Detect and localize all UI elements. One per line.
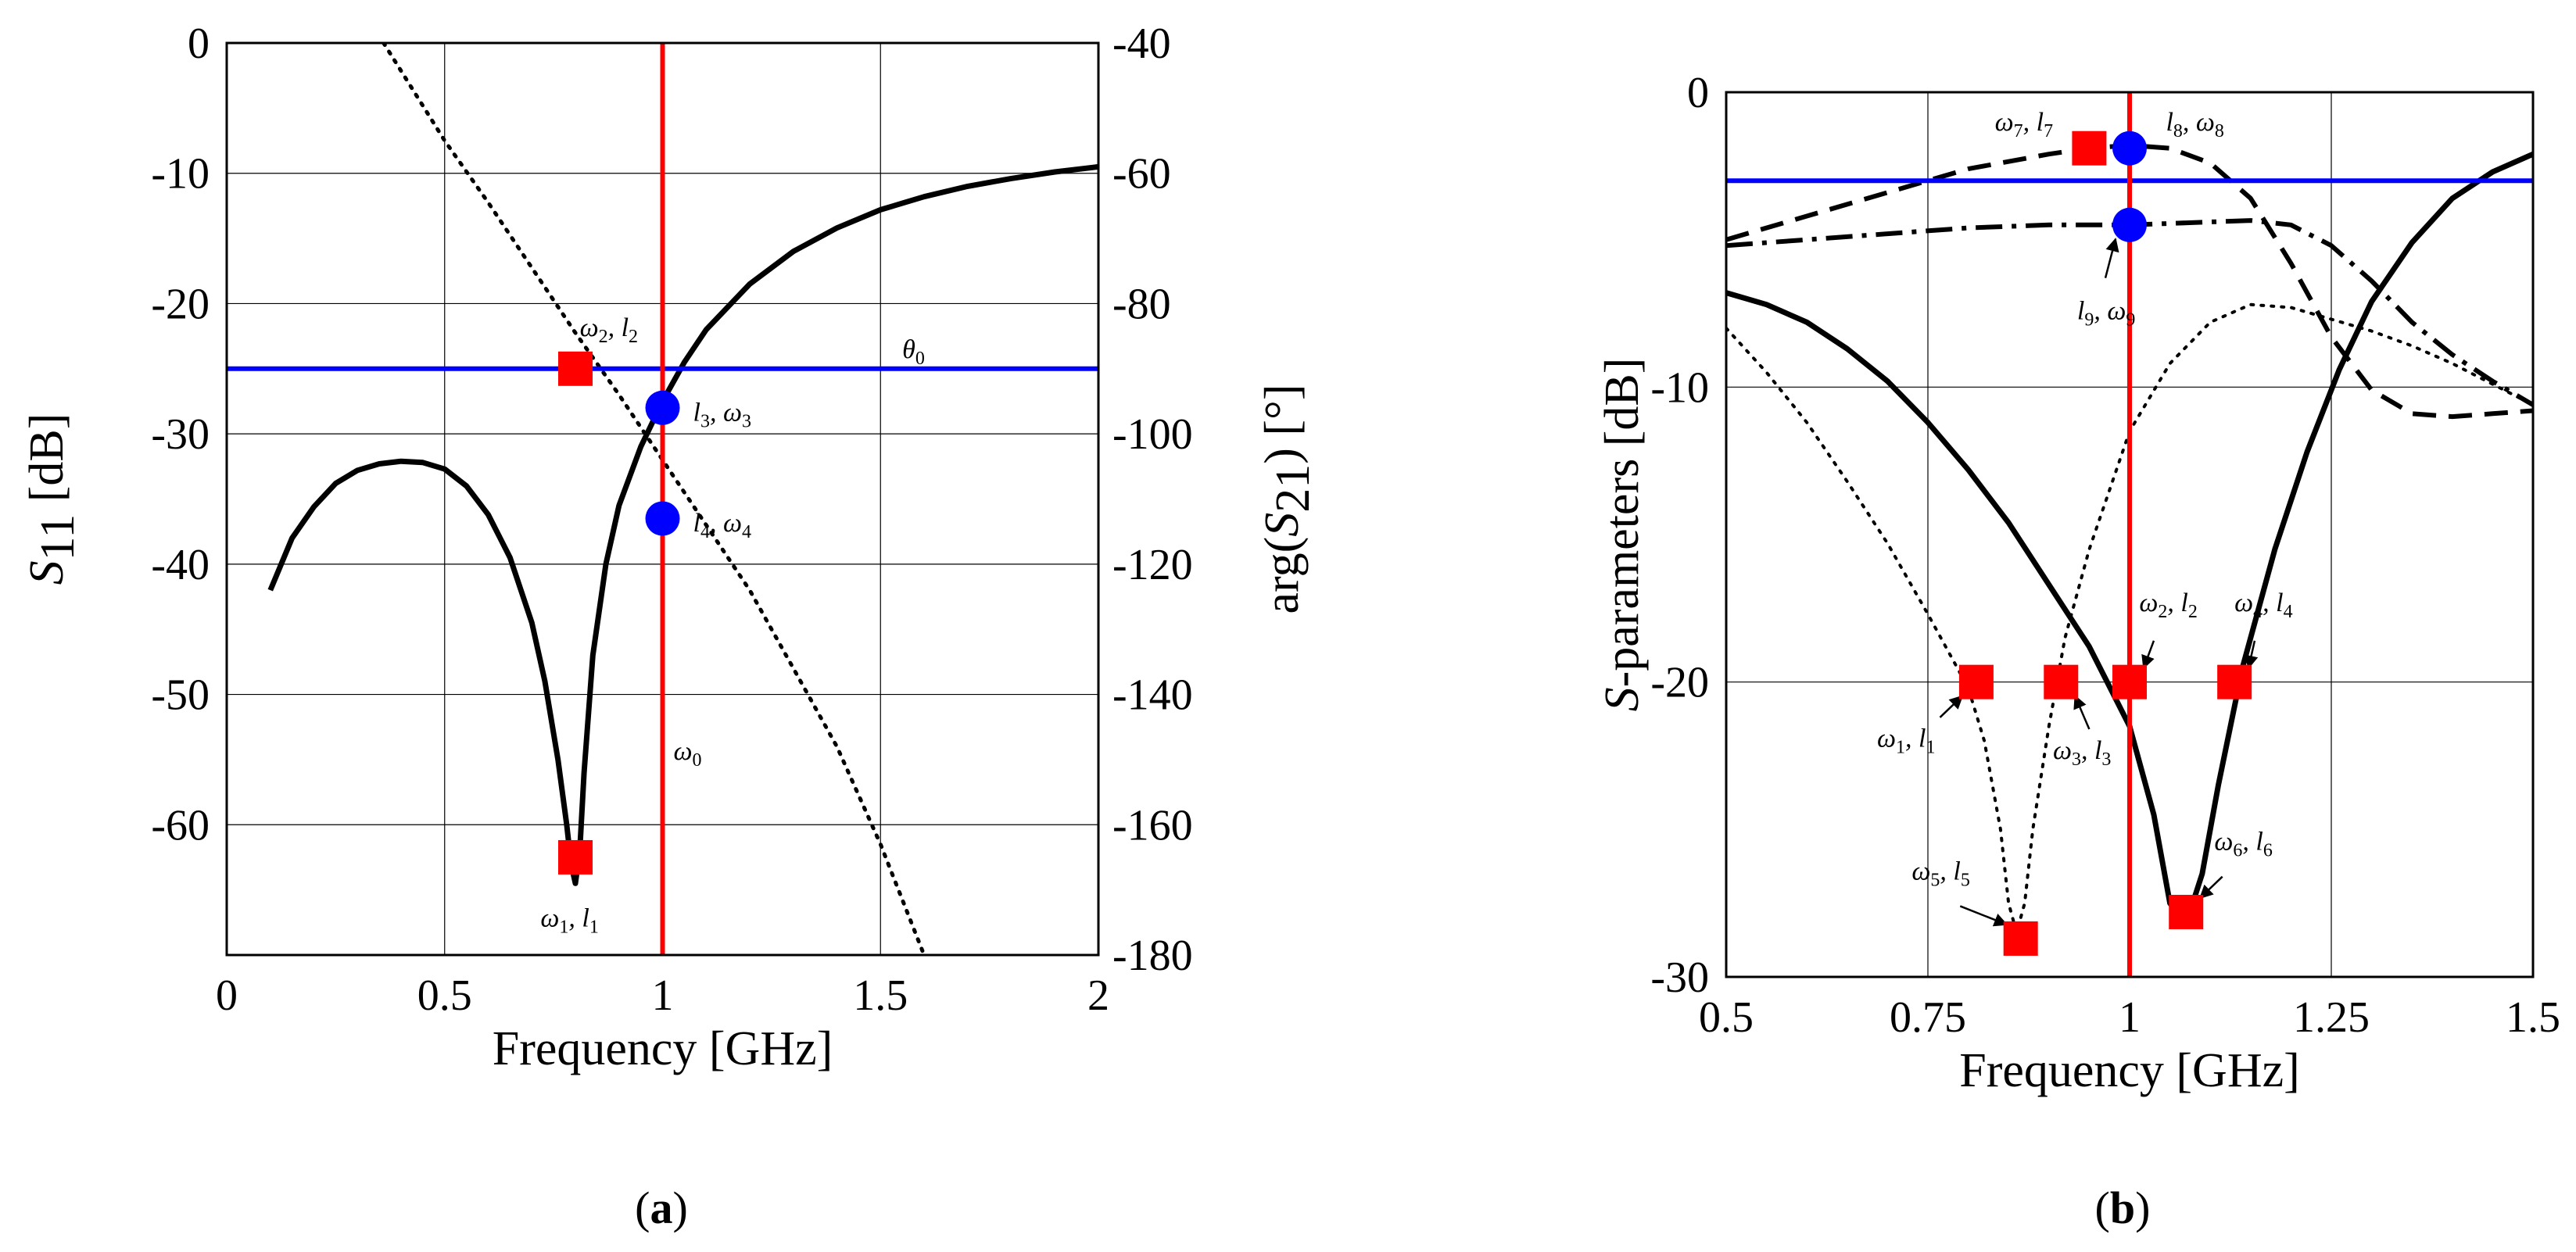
plot-frame	[225, 41, 1100, 957]
y2-tick-label: -40	[1112, 20, 1171, 68]
marker-label: l3, ω3	[693, 398, 751, 431]
annotation-arrow	[2245, 640, 2259, 670]
marker-square	[2003, 921, 2038, 956]
marker-label: ω1, l1	[1877, 724, 1935, 758]
y2-tick-label: -80	[1112, 280, 1171, 328]
series-s11	[267, 163, 1098, 886]
y2-tick-label: -120	[1112, 541, 1193, 589]
marker-label: ω7, l7	[1995, 108, 2053, 141]
annotation-arrow	[1939, 695, 1964, 718]
x-tick-label: 2	[1087, 971, 1109, 1020]
hline-label: θ0	[902, 335, 925, 369]
marker-label: ω1, l1	[540, 903, 598, 937]
y-tick-label: 0	[1687, 69, 1709, 117]
y-tick-label: -10	[151, 150, 210, 199]
series-dotted	[1726, 302, 2533, 935]
marker-square	[2217, 664, 2252, 699]
y2-axis-label: arg(S21) [°]	[1256, 385, 1320, 614]
figure-caption: (a)	[635, 1182, 688, 1233]
marker-label: l8, ω8	[2166, 108, 2223, 141]
marker-square	[558, 839, 593, 875]
x-axis-label: Frequency [GHz]	[1959, 1044, 2300, 1097]
marker-square	[2112, 664, 2147, 699]
marker-label: ω2, l2	[580, 313, 638, 347]
chart-b: ω7, l7 l8, ω8 l9, ω9 ω1, l1 ω3, l3 ω2, l2 ω4, …	[1596, 69, 2560, 1233]
series-arg-s21-	[382, 43, 926, 955]
marker-square	[1958, 664, 1994, 699]
marker-circle	[645, 501, 680, 536]
x-axis-label: Frequency [GHz]	[493, 1022, 833, 1075]
y2-tick-label: -160	[1112, 801, 1193, 850]
marker-label: l9, ω9	[2077, 297, 2135, 331]
y-tick-label: 0	[188, 20, 210, 68]
marker-square	[2169, 894, 2204, 929]
y-tick-label: -40	[151, 541, 210, 589]
y2-tick-label: -180	[1112, 932, 1193, 980]
y2-tick-label: -100	[1112, 410, 1193, 459]
x-tick-label: 0	[216, 971, 238, 1020]
plot-frame	[1725, 91, 2535, 978]
y-tick-label: -10	[1650, 363, 1709, 412]
y-tick-label: -30	[151, 410, 210, 459]
annotation-arrow	[2198, 875, 2223, 900]
series-dashdot	[1726, 218, 2533, 407]
x-tick-label: 0.5	[417, 971, 472, 1020]
marker-label: ω4, l4	[2234, 588, 2292, 622]
marker-square	[558, 351, 593, 386]
marker-circle	[645, 390, 680, 425]
x-tick-label: 1	[652, 971, 674, 1020]
y2-tick-label: -140	[1112, 671, 1193, 720]
x-tick-label: 1.25	[2293, 993, 2370, 1042]
vline-label: ω0	[674, 737, 702, 771]
series-dashed	[1726, 142, 2533, 420]
marker-circle	[2112, 207, 2147, 242]
x-tick-label: 1.5	[2506, 993, 2560, 1042]
y-tick-label: -20	[1650, 659, 1709, 707]
y-tick-label: -60	[151, 801, 210, 850]
chart-a: θ0 ω0 ω2, l2 ω1, l1 l3, ω3 l4, ω4 0 0.5 1 1.5 2 0 -1…	[20, 20, 1320, 1233]
y2-tick-label: -60	[1112, 150, 1171, 199]
y-tick-label: -50	[151, 671, 210, 720]
annotation-arrow	[1959, 905, 2008, 927]
x-tick-label: 1.5	[853, 971, 908, 1020]
series-group	[267, 43, 1098, 955]
y-axis-label: S11 [dB]	[20, 413, 84, 585]
marker-circle	[2112, 131, 2147, 166]
y-tick-label: -30	[1650, 953, 1709, 1002]
marker-label: ω3, l3	[2053, 736, 2111, 770]
annotation-arrow	[2104, 238, 2119, 279]
marker-label: l4, ω4	[693, 509, 751, 542]
marker-label: ω6, l6	[2214, 828, 2272, 861]
y-axis-label: S-parameters [dB]	[1596, 358, 1649, 712]
figure-caption: (b)	[2095, 1182, 2151, 1233]
marker-square	[2072, 131, 2107, 166]
x-tick-label: 0.75	[1890, 993, 1966, 1042]
x-tick-label: 1	[2119, 993, 2141, 1042]
x-tick-label: 0.5	[1699, 993, 1754, 1042]
marker-label: ω5, l5	[1911, 857, 1969, 890]
y-tick-label: -20	[151, 280, 210, 328]
annotation-arrow	[2141, 640, 2155, 670]
marker-label: ω2, l2	[2139, 588, 2197, 622]
marker-square	[2044, 664, 2079, 699]
annotation-arrow	[2073, 695, 2091, 730]
